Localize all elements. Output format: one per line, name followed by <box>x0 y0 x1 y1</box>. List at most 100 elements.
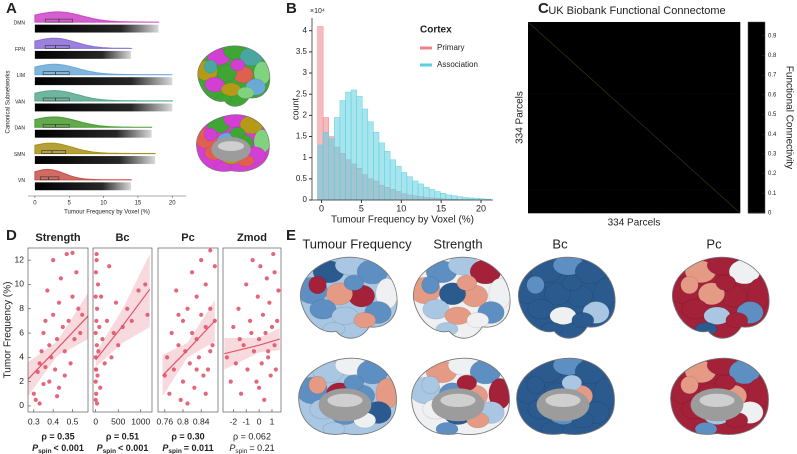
heatmap-cell <box>660 22 688 47</box>
scatter-point <box>236 306 241 311</box>
panel-title: Bc <box>115 232 129 244</box>
brain-parcel <box>421 375 440 395</box>
scatter-point <box>102 361 107 366</box>
histogram-bar <box>334 117 341 201</box>
brain-parcel <box>438 282 467 306</box>
scatter-point <box>268 373 273 378</box>
scatter-point <box>185 306 190 311</box>
scatter-point <box>176 312 181 317</box>
brain-outline <box>413 256 511 339</box>
violin <box>34 37 133 49</box>
heatmap-cell <box>528 45 555 71</box>
colorbar-step <box>748 28 765 33</box>
colorbar-step <box>748 174 765 179</box>
heatmap-cell <box>528 165 555 190</box>
brain-parcel <box>343 374 365 391</box>
scatter-point <box>208 349 213 354</box>
brain-parcel <box>322 322 346 336</box>
colorbar-tick-label: 0.9 <box>768 33 777 39</box>
axes-frame <box>27 247 89 413</box>
scatter-point <box>56 385 62 390</box>
heatmap-cell <box>713 93 741 118</box>
heatmap-cell <box>607 117 635 142</box>
panel-label: D <box>6 227 17 244</box>
colorbar-step <box>748 82 765 87</box>
confidence-band <box>95 254 150 368</box>
heatmap-cell <box>528 117 555 142</box>
x-tick-label: 20 <box>476 203 486 213</box>
heatmap-cell <box>660 69 688 94</box>
p-value: = 0.011 <box>184 443 214 453</box>
p-stat: Pspin = 0.21 <box>229 443 274 454</box>
brain-outline <box>670 357 769 435</box>
heatmap-cell <box>634 141 661 166</box>
legend-label: Association <box>437 60 478 69</box>
scatter-point <box>98 385 103 390</box>
brain-parcel <box>229 58 246 71</box>
scatter-point <box>37 361 42 366</box>
scatter-point <box>171 367 177 372</box>
scatter-point <box>95 282 101 287</box>
colorbar-tick-label: 0.6 <box>768 92 777 98</box>
colorbar-step <box>748 34 765 39</box>
histogram-bar <box>423 187 430 201</box>
histogram-bar <box>434 191 441 201</box>
brain-parcel <box>204 77 225 93</box>
p-subscript: spin <box>235 448 247 454</box>
scatter-point <box>263 330 268 336</box>
x-tick-label: 0 <box>33 201 37 207</box>
brain-parcel <box>237 86 255 99</box>
colorbar-step <box>748 206 765 211</box>
scatter-point <box>194 367 199 372</box>
scatter-point <box>70 294 75 299</box>
scatter-point <box>33 397 38 402</box>
p-subscript: spin <box>103 448 116 454</box>
brain-parcel <box>203 127 218 142</box>
scatter-point <box>66 318 71 323</box>
heatmap-cell <box>634 189 661 214</box>
axes-frame <box>157 247 219 413</box>
scatter-point <box>199 258 204 263</box>
brain-parcel <box>216 64 237 82</box>
scatter-point <box>241 343 246 348</box>
heatmap-cell <box>687 141 714 166</box>
colorbar-step <box>748 98 765 103</box>
histogram-bar <box>406 176 413 201</box>
y-tick-label: 10 <box>15 279 25 289</box>
heatmap-cell <box>713 141 741 166</box>
y-tick-label: 12 <box>15 254 25 264</box>
scatter-point <box>41 330 46 336</box>
scatter-point <box>56 300 62 305</box>
brain-parcel <box>308 375 327 395</box>
scatter-point <box>54 394 60 399</box>
heatmap-cell <box>607 189 635 214</box>
colorbar-step <box>748 171 765 176</box>
scatter-point <box>94 318 99 323</box>
scatter-point <box>37 401 42 406</box>
scatter-point <box>104 318 110 323</box>
heatmap-cell <box>581 93 608 118</box>
scatter-point <box>97 324 102 330</box>
axes-frame <box>222 247 282 413</box>
brain <box>516 357 615 435</box>
scatter-point <box>272 343 277 348</box>
heatmap-cell <box>528 69 555 94</box>
y-tick-label: VN <box>18 178 25 184</box>
y-tick-label: 2.5 <box>296 89 308 98</box>
colorbar-step <box>748 85 765 90</box>
rho-stat: ρ = 0.062 <box>233 431 271 441</box>
brain-parcel <box>561 374 583 391</box>
brain-parcel <box>421 275 440 295</box>
box <box>40 176 60 181</box>
histogram-bar <box>373 132 380 201</box>
brain-parcel <box>526 375 545 395</box>
scatter-point <box>94 391 99 396</box>
brain-map-title: Pc <box>706 236 722 251</box>
jitter-points <box>34 182 132 191</box>
scatter-point <box>276 288 281 293</box>
colorbar-step <box>748 155 765 160</box>
scatter-point <box>100 337 105 342</box>
p-subscript: spin <box>38 448 51 454</box>
heatmap-cell <box>713 22 741 47</box>
scatter-point <box>255 294 260 299</box>
